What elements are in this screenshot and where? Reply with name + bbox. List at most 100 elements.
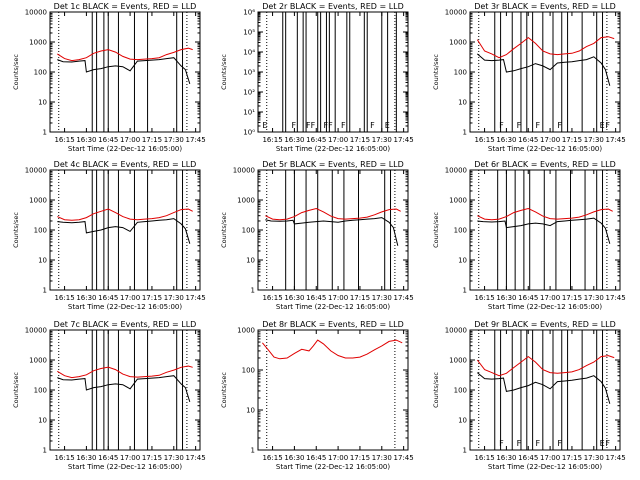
panel-title: Det 4c BLACK = Events, RED = LLD: [54, 160, 197, 169]
y-tick-label: 10: [38, 99, 47, 107]
events-series-line: [57, 376, 190, 402]
x-tick-label: 16:30: [284, 454, 304, 462]
x-axis-label: Start Time (22-Dec-12 16:05:00): [276, 303, 390, 311]
x-tick-label: 16:45: [518, 294, 538, 302]
x-tick-label: 17:15: [350, 294, 370, 302]
x-tick-label: 16:45: [306, 294, 326, 302]
x-tick-label: 16:45: [98, 454, 118, 462]
plot-frame: [50, 330, 200, 450]
x-tick-label: 16:45: [306, 454, 326, 462]
x-tick-label: 16:45: [518, 454, 538, 462]
x-tick-label: 17:00: [120, 454, 140, 462]
x-tick-label: 16:30: [496, 294, 516, 302]
panel-title: Det 1c BLACK = Events, RED = LLD: [54, 2, 197, 11]
y-axis-label: Counts/sec: [432, 372, 440, 408]
x-tick-label: 16:15: [474, 454, 494, 462]
y-axis-label: Counts/sec: [12, 54, 20, 90]
x-tick-label: 17:30: [372, 294, 392, 302]
x-tick-label: 17:00: [328, 294, 348, 302]
y-tick-label: 10: [458, 257, 467, 265]
panel-8: Det 8r BLACK = Events, RED = LLD 1 10 100 10…: [220, 320, 414, 471]
panel-title: Det 8r BLACK = Events, RED = LLD: [262, 320, 404, 329]
flag-label: E: [600, 439, 605, 448]
panel-3: Det 3r BLACK = Events, RED = LLD 1 10 100 10…: [432, 2, 626, 153]
flag-label: F: [499, 121, 504, 130]
lld-series-line: [477, 356, 614, 376]
panel-2: Det 2r BLACK = Events, RED = LLD 10⁰ 10¹ 10…: [220, 2, 414, 153]
y-axis-label: Counts/sec: [12, 372, 20, 408]
plot-frame: [50, 170, 200, 290]
x-tick-label: 16:30: [284, 136, 304, 144]
x-tick-label: 17:30: [164, 136, 184, 144]
y-tick-label: 10⁵: [243, 29, 255, 37]
x-axis-label: Start Time (22-Dec-12 16:05:00): [276, 463, 390, 471]
flag-label: F: [517, 439, 522, 448]
y-tick-label: 10000: [445, 167, 467, 175]
flag-label: E: [385, 121, 390, 130]
y-tick-label: 10000: [25, 167, 47, 175]
plot-frame: [258, 12, 408, 132]
x-axis-label: Start Time (22-Dec-12 16:05:00): [488, 145, 602, 153]
y-tick-label: 1: [251, 287, 255, 295]
y-tick-label: 10000: [445, 327, 467, 335]
x-tick-label: 16:30: [76, 454, 96, 462]
x-tick-label: 17:45: [394, 136, 414, 144]
y-axis-label: Counts/sec: [220, 372, 228, 408]
y-tick-label: 10: [38, 417, 47, 425]
x-tick-label: 17:45: [186, 454, 206, 462]
plot-frame: [50, 12, 200, 132]
y-tick-label: 1: [43, 129, 47, 137]
y-tick-label: 1000: [237, 327, 255, 335]
x-axis-label: Start Time (22-Dec-12 16:05:00): [68, 463, 182, 471]
x-tick-label: 16:15: [262, 454, 282, 462]
y-tick-label: 1000: [29, 197, 47, 205]
y-tick-label: 100: [242, 227, 255, 235]
flag-label: FF: [324, 121, 334, 130]
y-tick-label: 10: [246, 257, 255, 265]
panel-5: Det 5r BLACK = Events, RED = LLD11010010…: [220, 160, 414, 311]
plot-frame: [470, 330, 620, 450]
y-tick-label: 100: [454, 387, 467, 395]
panel-7: Det 7c BLACK = Events, RED = LLD11010010…: [12, 320, 206, 471]
x-tick-label: 16:30: [76, 136, 96, 144]
x-tick-label: 17:45: [606, 294, 626, 302]
lld-series-line: [57, 48, 192, 60]
x-tick-label: 17:15: [562, 136, 582, 144]
y-tick-label: 10000: [25, 9, 47, 17]
x-tick-label: 17:00: [120, 294, 140, 302]
y-tick-label: 100: [454, 69, 467, 77]
y-tick-label: 100: [242, 367, 255, 375]
y-tick-label: 10: [458, 99, 467, 107]
detector-lightcurve-grid: Det 1c BLACK = Events, RED = LLD 1 10 100 10…: [0, 0, 640, 480]
x-tick-label: 16:45: [518, 136, 538, 144]
y-tick-label: 10³: [243, 69, 255, 77]
y-tick-label: 100: [34, 387, 47, 395]
x-tick-label: 17:30: [372, 454, 392, 462]
y-axis-label: Counts/sec: [220, 212, 228, 248]
x-tick-label: 17:30: [164, 294, 184, 302]
y-tick-label: 100: [34, 227, 47, 235]
x-axis-label: Start Time (22-Dec-12 16:05:00): [68, 145, 182, 153]
x-tick-label: 17:00: [540, 454, 560, 462]
lld-series-line: [262, 340, 402, 359]
flag-label: F: [536, 121, 541, 130]
panel-title: Det 3r BLACK = Events, RED = LLD: [474, 2, 616, 11]
x-tick-label: 16:15: [474, 136, 494, 144]
flag-label: E: [600, 121, 605, 130]
x-tick-label: 16:45: [98, 294, 118, 302]
x-tick-label: 17:15: [142, 136, 162, 144]
plot-frame: [258, 330, 408, 450]
x-tick-label: 16:15: [262, 294, 282, 302]
x-tick-label: 17:30: [372, 136, 392, 144]
y-tick-label: 10000: [25, 327, 47, 335]
x-tick-label: 17:45: [606, 136, 626, 144]
x-tick-label: 17:00: [120, 136, 140, 144]
y-tick-label: 10: [458, 417, 467, 425]
panel-6: Det 6r BLACK = Events, RED = LLD11010010…: [432, 160, 626, 311]
plot-frame: [470, 12, 620, 132]
events-series-line: [477, 373, 610, 404]
panel-1: Det 1c BLACK = Events, RED = LLD11010010…: [12, 2, 206, 153]
events-series-line: [57, 58, 190, 84]
y-tick-label: 10⁶: [243, 9, 255, 17]
flag-label: F: [536, 439, 541, 448]
